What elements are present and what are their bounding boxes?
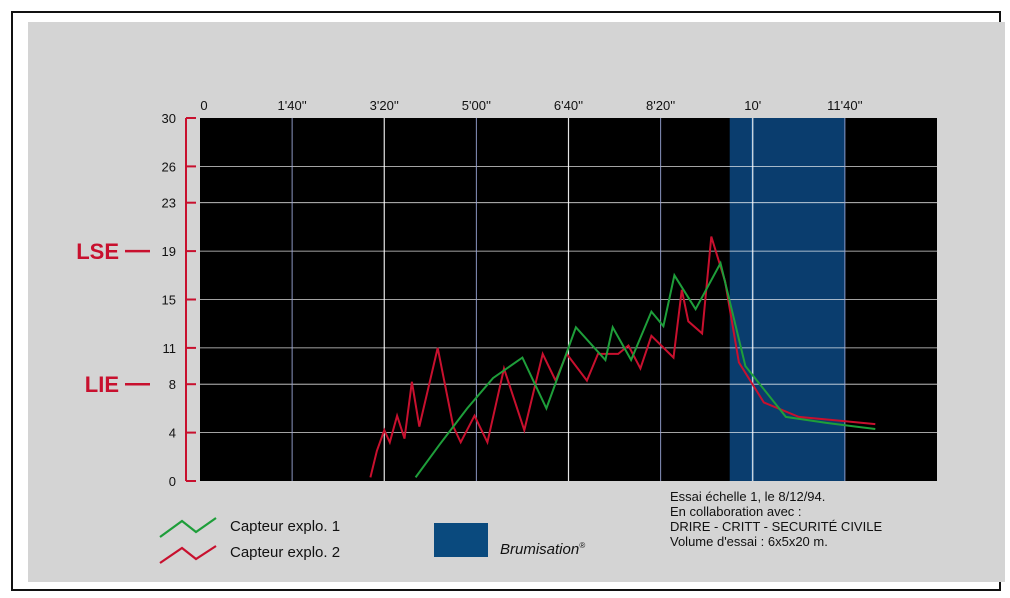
threshold-label-lse: LSE <box>76 239 119 264</box>
legend-swatch-brumisation <box>434 523 488 557</box>
y-tick-label: 30 <box>162 111 176 126</box>
y-tick-label: 26 <box>162 159 176 174</box>
note-line-2: En collaboration avec : <box>670 504 802 519</box>
y-tick-label: 15 <box>162 293 176 308</box>
x-tick-label: 10' <box>744 98 761 113</box>
x-tick-label: 11'40'' <box>827 98 862 113</box>
registered-mark: ® <box>579 541 586 550</box>
threshold-label-lie: LIE <box>85 372 119 397</box>
legend-swatch-series-2 <box>159 545 217 564</box>
legend-label-series-1: Capteur explo. 1 <box>230 518 341 535</box>
y-tick-label: 0 <box>169 474 176 489</box>
note-line-1: Essai échelle 1, le 8/12/94. <box>670 489 826 504</box>
x-tick-label: 8'20'' <box>646 98 675 113</box>
y-tick-label: 19 <box>162 244 176 259</box>
y-tick-label: 11 <box>163 341 177 356</box>
note-line-4: Volume d'essai : 6x5x20 m. <box>670 534 828 549</box>
legend-swatch-series-1 <box>159 517 217 538</box>
test-notes: Essai échelle 1, le 8/12/94. En collabor… <box>670 489 882 549</box>
x-tick-label: 6'40'' <box>554 98 583 113</box>
legend-label-brumisation: Brumisation® <box>500 541 585 558</box>
brumisation-text: Brumisation <box>500 541 580 558</box>
x-tick-label: 0 <box>200 98 207 113</box>
y-tick-label: 23 <box>162 196 176 211</box>
y-tick-label: 4 <box>169 426 176 441</box>
x-tick-label: 1'40'' <box>278 98 307 113</box>
x-tick-label: 5'00'' <box>462 98 491 113</box>
note-line-3: DRIRE - CRITT - SECURITÉ CIVILE <box>670 519 883 534</box>
x-tick-label: 3'20'' <box>370 98 399 113</box>
y-tick-label: 8 <box>169 377 176 392</box>
legend-label-series-2: Capteur explo. 2 <box>230 544 341 561</box>
series-line-1 <box>414 260 876 478</box>
